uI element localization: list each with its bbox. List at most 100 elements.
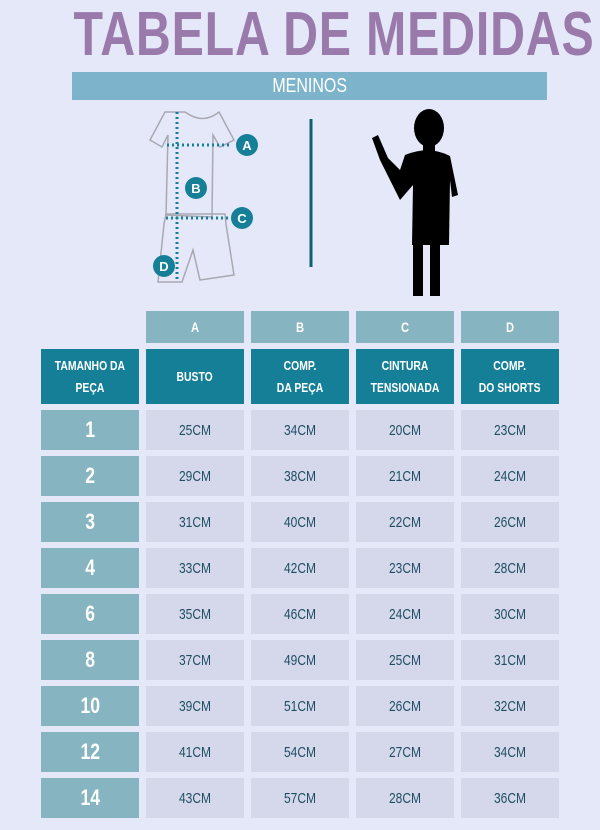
size-label: 3 [41, 502, 139, 542]
text-line: 42CM [283, 559, 316, 577]
size-label-text: 8 [85, 647, 95, 673]
measurement-illustration: A B C D [148, 109, 458, 296]
text-line: 40CM [283, 513, 316, 531]
measurement-cell-text: 23CM [494, 422, 526, 439]
measurement-cell-text: 49CM [284, 652, 316, 669]
measurement-cell: 20CM [356, 410, 454, 450]
measurement-cell: 34CM [251, 410, 349, 450]
measurement-cell: 46CM [251, 594, 349, 634]
text-line: 26CM [493, 513, 526, 531]
column-header-text: COMP. DO SHORTS [479, 355, 541, 399]
text-line: 51CM [283, 697, 316, 715]
measurement-cell-text: 27CM [389, 744, 421, 761]
measurement-cell-text: 34CM [284, 422, 316, 439]
measurement-cell: 33CM [146, 548, 244, 588]
measurement-cell: 22CM [356, 502, 454, 542]
size-label-text: 12 [80, 739, 100, 765]
text-line: 1 [85, 417, 95, 442]
measurement-cell-text: 51CM [284, 698, 316, 715]
size-label: 1 [41, 410, 139, 450]
measurement-cell: 21CM [356, 456, 454, 496]
size-label: 6 [41, 594, 139, 634]
column-header: TAMANHO DA PEÇA [41, 349, 139, 404]
measurement-cell-text: 26CM [389, 698, 421, 715]
tshirt-icon [148, 110, 236, 218]
measurement-cell-text: 29CM [179, 468, 211, 485]
text-line: 2 [85, 463, 95, 488]
measurement-cell-text: 32CM [494, 698, 526, 715]
measurement-cell-text: 23CM [389, 560, 421, 577]
category-label: MENINOS [272, 75, 347, 97]
size-label-text: 3 [85, 509, 95, 535]
measurement-cell: 23CM [356, 548, 454, 588]
marker-a: A [236, 134, 258, 156]
measurement-cell-text: 26CM [494, 514, 526, 531]
text-line: CINTURA [381, 357, 429, 373]
measurement-cell-text: 36CM [494, 790, 526, 807]
text-line: C [400, 319, 410, 335]
size-label: 12 [41, 732, 139, 772]
marker-b-text: B [191, 181, 200, 196]
text-line: 20CM [388, 421, 421, 439]
size-label-text: 10 [80, 693, 100, 719]
column-header: COMP. DA PEÇA [251, 349, 349, 404]
measurement-cell: 31CM [146, 502, 244, 542]
measurement-cell-text: 43CM [179, 790, 211, 807]
measurement-cell: 38CM [251, 456, 349, 496]
text-line: 28CM [388, 789, 421, 807]
measurement-cell-text: 31CM [179, 514, 211, 531]
marker-a-text: A [242, 138, 252, 153]
measurement-cell-text: 22CM [389, 514, 421, 531]
measurement-lines [166, 112, 232, 282]
measurement-cell-text: 31CM [494, 652, 526, 669]
text-line: 29CM [178, 467, 211, 485]
measurement-cell: 43CM [146, 778, 244, 818]
column-letter-c-text: C [401, 319, 409, 335]
text-line: 43CM [178, 789, 211, 807]
text-line: 12 [80, 739, 100, 764]
measurement-cell-text: 28CM [389, 790, 421, 807]
text-line: 27CM [388, 743, 421, 761]
measurement-cell: 30CM [461, 594, 559, 634]
empty-corner [41, 311, 139, 343]
text-line: 14 [80, 785, 100, 810]
text-line: 34CM [283, 421, 316, 439]
text-line: 24CM [388, 605, 421, 623]
text-line: 38CM [283, 467, 316, 485]
text-line: COMP. [283, 357, 317, 373]
measurement-cell: 26CM [356, 686, 454, 726]
column-letter-b-text: B [296, 319, 304, 335]
size-label-text: 2 [85, 463, 95, 489]
text-line: 41CM [178, 743, 211, 761]
size-label-text: 1 [85, 417, 95, 443]
text-line: DO SHORTS [479, 379, 541, 395]
text-line: 31CM [493, 651, 526, 669]
text-line: 37CM [178, 651, 211, 669]
column-header: BUSTO [146, 349, 244, 404]
text-line: A [190, 319, 200, 335]
text-line: 33CM [178, 559, 211, 577]
measurement-cell: 24CM [356, 594, 454, 634]
marker-c-text: C [237, 211, 247, 226]
text-line: 28CM [493, 559, 526, 577]
column-header-text: TAMANHO DA PEÇA [55, 355, 125, 399]
text-line: 57CM [283, 789, 316, 807]
measurement-cell: 23CM [461, 410, 559, 450]
title-text: TABELA DE MEDIDAS [73, 0, 595, 69]
size-label-text: 4 [85, 555, 95, 581]
measurement-cell: 24CM [461, 456, 559, 496]
text-line: 4 [85, 555, 95, 580]
page-title: TABELA DE MEDIDAS [0, 3, 600, 67]
measurement-cell: 57CM [251, 778, 349, 818]
size-label: 4 [41, 548, 139, 588]
column-letter-d-text: D [506, 319, 514, 335]
measurement-cell: 37CM [146, 640, 244, 680]
measurement-cell-text: 25CM [389, 652, 421, 669]
measurement-cell-text: 34CM [494, 744, 526, 761]
column-letter-b: B [251, 311, 349, 343]
size-table: A B C D TAMANHO DA PEÇA BUSTO COMP. DA PEÇA CINTU… [41, 311, 559, 818]
column-header-text: BUSTO [177, 366, 213, 388]
size-label: 14 [41, 778, 139, 818]
column-header-text: CINTURA TENSIONADA [371, 355, 440, 399]
marker-d-text: D [159, 259, 168, 274]
